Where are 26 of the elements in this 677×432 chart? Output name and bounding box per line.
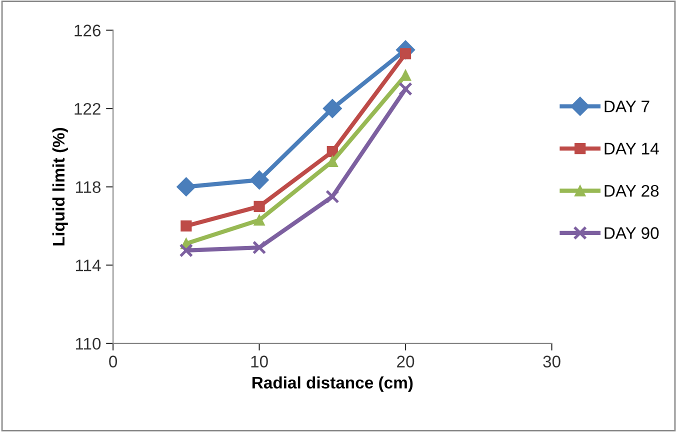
- x-axis-title: Radial distance (cm): [252, 376, 413, 392]
- y-tick-label: 122: [74, 102, 100, 115]
- point: [254, 200, 265, 212]
- point: [254, 214, 265, 226]
- legend-label: DAY 28: [604, 184, 659, 197]
- y-tick-label: 114: [76, 260, 101, 272]
- legend-label: DAY 90: [604, 227, 659, 239]
- x-tick-label: 20: [397, 356, 414, 368]
- point: [398, 82, 412, 96]
- point: [252, 240, 266, 254]
- legend-label: DAY 14: [604, 142, 659, 154]
- x-tick-label: 0: [109, 356, 118, 368]
- y-tick-label: 126: [74, 24, 101, 36]
- point: [180, 220, 192, 232]
- y-tick-label: 110: [76, 338, 101, 350]
- legend-label: DAY 7: [604, 100, 650, 112]
- point: [322, 99, 342, 118]
- point: [176, 177, 196, 196]
- point: [325, 190, 340, 204]
- y-axis-title: Liquid limit (%): [52, 128, 68, 246]
- x-tick-label: 10: [251, 356, 268, 368]
- y-tick-label: 118: [76, 181, 101, 194]
- x-tick-label: 30: [543, 356, 560, 368]
- point: [179, 244, 194, 258]
- point: [400, 70, 412, 81]
- point: [250, 170, 269, 190]
